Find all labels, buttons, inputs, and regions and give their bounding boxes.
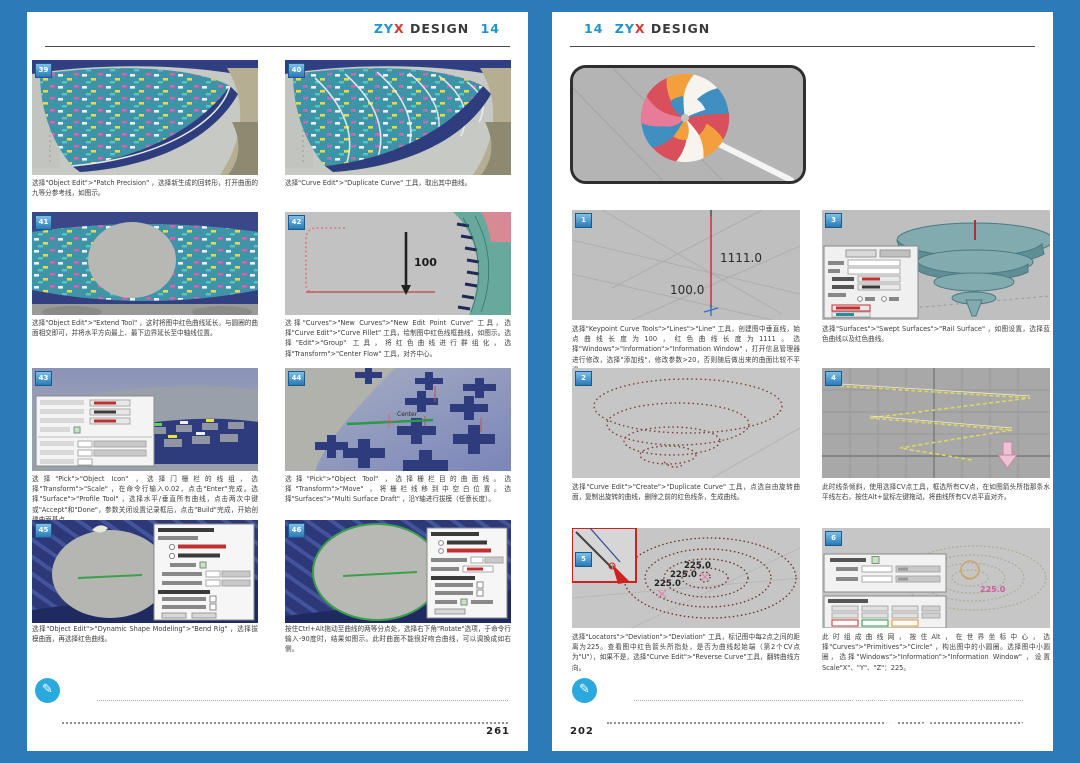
header-rule — [570, 46, 1035, 47]
step-badge: 43 — [35, 371, 52, 386]
page-number: 202 — [570, 726, 594, 737]
deviation-label: 225.0 — [670, 570, 697, 580]
length-1111-label: 1111.0 — [720, 251, 762, 265]
step-badge: 40 — [288, 63, 305, 78]
note-line — [607, 722, 1023, 724]
figure-caption: 选择"Object Edit">"Patch Precision" ，选择新生成… — [32, 179, 258, 198]
screenshot-curve-100: 100 42 — [285, 212, 511, 315]
information-window-panel — [823, 595, 947, 628]
step-badge: 2 — [575, 371, 592, 386]
deviation-label: 225.0 — [684, 561, 711, 571]
step-badge: 5 — [575, 552, 592, 567]
step-badge: 44 — [288, 371, 305, 386]
zyxdesign-watermark: zyxdesign — [844, 677, 1056, 737]
screenshot-grille-front: 41 — [32, 212, 258, 315]
screenshot-profile-tool: 43 — [32, 368, 258, 471]
step-badge: 3 — [825, 213, 842, 228]
step-badge: 39 — [35, 63, 52, 78]
left-page-header: ZYX DESIGN 14 — [374, 21, 506, 36]
brand-zy: ZY — [373, 21, 394, 36]
screenshot-line-lengths: 1111.0 100.0 1 — [572, 210, 800, 320]
brand-zy: ZY — [614, 21, 635, 36]
figure-caption: 选择"Object Edit">"Dynamic Shape Modeling"… — [32, 625, 258, 644]
screenshot-grille-patch-precision: 39 — [32, 60, 258, 175]
step-badge: 46 — [288, 523, 305, 538]
rotate-dialog — [426, 527, 508, 619]
screenshot-grille-duplicate-curve: 40 — [285, 60, 511, 175]
step-badge: 41 — [35, 215, 52, 230]
left-page: ZYX DESIGN 14 39 — [27, 12, 528, 751]
circle-dialog — [823, 553, 947, 593]
figure-caption: 选择"Surfaces">"Swept Surfaces">"Rail Surf… — [822, 325, 1050, 344]
scale-label: 225.0 — [980, 585, 1006, 594]
deviation-label: 225.0 — [654, 579, 681, 589]
step-badge: 1 — [575, 213, 592, 228]
figure-caption: 选择"Curve Edit">"Duplicate Curve" 工具，取出其中… — [285, 179, 472, 187]
note-line — [634, 700, 1023, 701]
bend-rig-dialog — [153, 523, 255, 621]
options-dialog — [35, 395, 155, 467]
note-line — [62, 722, 508, 724]
figure-caption: 选择"Pick">"Object Icon" ，选择门栅栏的线组，选择"Tran… — [32, 475, 258, 524]
center-label: Center — [397, 411, 418, 418]
screenshot-move-center: Center 44 — [285, 368, 511, 471]
pencil-note-icon: ✎ — [35, 678, 60, 703]
brand-design: DESIGN — [409, 21, 470, 36]
page-number: 261 — [486, 726, 510, 737]
chapter-number: 14 — [584, 21, 604, 36]
figure-caption: 选择"Locators">"Deviation">"Deviation" 工具，… — [572, 633, 800, 672]
header-rule — [45, 46, 510, 47]
note-line — [97, 700, 508, 701]
brand-x: X — [393, 21, 405, 36]
right-page-header: 14 ZYX DESIGN — [584, 21, 710, 36]
step-badge: 42 — [288, 215, 305, 230]
screenshot-deviation-225: 225.0 225.0 225.0 5 — [572, 528, 800, 628]
figure-caption: 按住Ctrl+Alt拖动至曲线的两等分点处，选择右下角"Rotate"选项，于命… — [285, 625, 511, 654]
figure-caption: 此时组成曲线网，按住Alt，在世界坐标中心，选择"Curves">"Primit… — [822, 633, 1050, 672]
screenshot-cv-align: 4 — [822, 368, 1050, 478]
chapter-number: 14 — [480, 21, 500, 36]
figure-caption: 此时线条倾斜，使用选择CV点工具，框选所有CV点，在如图箭头所指那条水平线左右，… — [822, 483, 1050, 502]
lollipop-illustration — [570, 65, 806, 184]
down-arrow — [997, 441, 1018, 469]
screenshot-duplicate-spiral: 2 — [572, 368, 800, 478]
figure-caption: 选择"Curve Edit">"Create">"Duplicate Curve… — [572, 483, 800, 502]
step-badge: 45 — [35, 523, 52, 538]
chat-bubbles-icon — [852, 685, 901, 727]
watermark-text: zyxdesign — [904, 697, 1049, 728]
right-page: 14 ZYX DESIGN — [552, 12, 1056, 751]
pencil-note-icon: ✎ — [572, 678, 597, 703]
brand-x: X — [634, 21, 646, 36]
step-badge: 4 — [825, 371, 842, 386]
screenshot-circle-scale: 225.0 6 — [822, 528, 1050, 628]
figure-caption: 选择"Object Edit">"Extend Tool" ，这时将图中红色曲线… — [32, 319, 258, 338]
screenshot-rail-surface: 3 — [822, 210, 1050, 320]
brand-design: DESIGN — [650, 21, 711, 36]
figure-caption: 选择"Pick">"Object Tool" ，选择栅栏目的曲面线。选择"Tra… — [285, 475, 511, 504]
lollipop-swirl — [640, 73, 730, 163]
rail-surface-dialog — [823, 245, 919, 319]
step-badge: 6 — [825, 531, 842, 546]
screenshot-bend-rig: 45 — [32, 520, 258, 623]
figure-caption: 选择"Curves">"New Curves">"New Edit Point … — [285, 319, 511, 358]
screenshot-rotate-result: 46 — [285, 520, 511, 623]
measure-100-label: 100 — [414, 256, 437, 269]
length-100-label: 100.0 — [670, 283, 704, 297]
